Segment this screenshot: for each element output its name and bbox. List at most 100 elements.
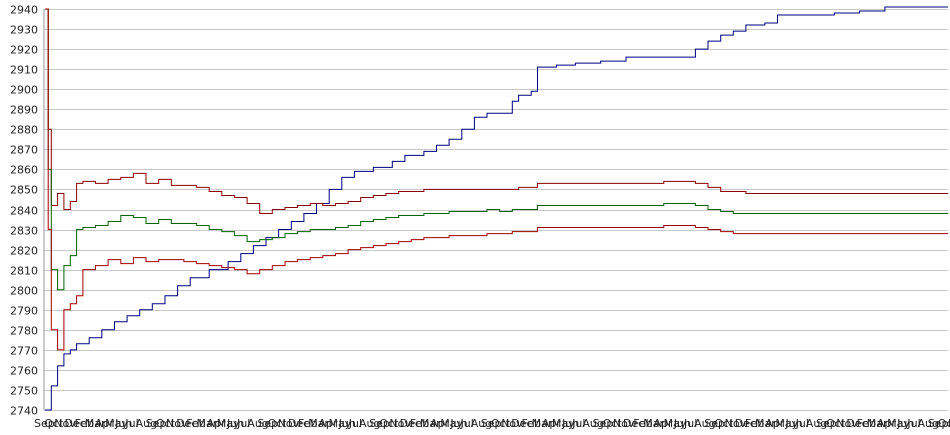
x-tick-label: Jun xyxy=(896,417,914,430)
y-tick-label: 2820 xyxy=(10,245,38,258)
x-tick-label: Mar xyxy=(643,417,664,430)
x-tick-label: Aug xyxy=(471,417,492,430)
x-tick-label: Mar xyxy=(308,417,329,430)
x-tick-label: Jul xyxy=(571,417,585,430)
x-tick-label: Aug xyxy=(359,417,380,430)
y-tick-label: 2800 xyxy=(10,285,38,298)
x-tick-label: Aug xyxy=(582,417,603,430)
x-tick-label: Jul xyxy=(795,417,809,430)
x-tick-label: May xyxy=(105,417,128,430)
x-tick-label: Apr xyxy=(318,417,338,430)
y-tick-label: 2770 xyxy=(10,345,38,358)
x-tick-label: Sep xyxy=(34,417,55,430)
x-tick-label: Nov xyxy=(613,417,635,430)
y-tick-label: 2870 xyxy=(10,144,38,157)
x-tick-label: Sep xyxy=(928,417,949,430)
x-tick-label: Nov xyxy=(725,417,747,430)
x-tick-label: Jul xyxy=(348,417,362,430)
x-tick-label: Nov xyxy=(389,417,411,430)
x-tick-label: Dec xyxy=(846,417,867,430)
x-tick-label: Sep xyxy=(257,417,278,430)
x-tick-label: May xyxy=(887,417,910,430)
series-line-3 xyxy=(45,8,948,291)
x-tick-label: Apr xyxy=(207,417,227,430)
x-tick-label: May xyxy=(440,417,463,430)
x-tick-label: Oct xyxy=(268,417,288,430)
x-tick-label: Dec xyxy=(176,417,197,430)
x-tick-label: Apr xyxy=(430,417,450,430)
x-tick-label: Nov xyxy=(54,417,76,430)
x-tick-label: Apr xyxy=(877,417,897,430)
x-tick-label: Dec xyxy=(65,417,86,430)
x-tick-label: Dec xyxy=(400,417,421,430)
x-tick-label: Apr xyxy=(95,417,115,430)
y-tick-label: 2810 xyxy=(10,265,38,278)
x-tick-label: Oct xyxy=(379,417,399,430)
x-tick-label: May xyxy=(329,417,352,430)
x-tick-label: Oct xyxy=(938,417,950,430)
series-line-1 xyxy=(45,6,948,411)
y-tick-label: 2860 xyxy=(10,164,38,177)
x-tick-label: Aug xyxy=(806,417,827,430)
x-tick-label: Dec xyxy=(288,417,309,430)
x-tick-label: Feb xyxy=(186,417,205,430)
x-tick-label: Mar xyxy=(867,417,888,430)
x-tick-label: Dec xyxy=(623,417,644,430)
x-tick-label: Sep xyxy=(369,417,390,430)
x-tick-label: Sep xyxy=(593,417,614,430)
y-tick-label: 2750 xyxy=(10,385,38,398)
x-tick-label: Mar xyxy=(85,417,106,430)
x-tick-label: Jul xyxy=(460,417,474,430)
x-tick-label: Feb xyxy=(410,417,429,430)
y-tick-label: 2910 xyxy=(10,64,38,77)
x-tick-label: Jun xyxy=(785,417,803,430)
x-tick-label: Mar xyxy=(532,417,553,430)
x-axis: SepOctNovDecFebMarAprMayJunJulAugSepOctN… xyxy=(34,417,950,430)
x-tick-label: Nov xyxy=(501,417,523,430)
x-tick-label: Aug xyxy=(694,417,715,430)
y-tick-label: 2840 xyxy=(10,205,38,218)
x-tick-label: Feb xyxy=(633,417,652,430)
x-tick-label: Oct xyxy=(826,417,846,430)
series-line-2 xyxy=(45,8,948,214)
y-axis: 2740 2750 2760 2770 2780 2790 2800 2810 2820 2830… xyxy=(10,4,38,418)
x-tick-label: Aug xyxy=(918,417,939,430)
y-tick-label: 2740 xyxy=(10,405,38,418)
x-tick-label: Oct xyxy=(714,417,734,430)
y-tick-label: 2890 xyxy=(10,104,38,117)
x-tick-label: May xyxy=(664,417,687,430)
x-tick-label: Nov xyxy=(836,417,858,430)
x-tick-label: Jun xyxy=(114,417,132,430)
x-tick-label: Jul xyxy=(124,417,138,430)
y-tick-label: 2850 xyxy=(10,184,38,197)
x-tick-label: Oct xyxy=(603,417,623,430)
x-tick-label: Apr xyxy=(542,417,562,430)
x-tick-label: Feb xyxy=(745,417,764,430)
x-tick-label: Dec xyxy=(511,417,532,430)
series-group xyxy=(45,6,948,411)
x-tick-label: Sep xyxy=(146,417,167,430)
x-tick-label: May xyxy=(217,417,240,430)
x-tick-label: Mar xyxy=(197,417,218,430)
x-tick-label: Dec xyxy=(735,417,756,430)
x-tick-label: Aug xyxy=(247,417,268,430)
x-tick-label: Feb xyxy=(857,417,876,430)
x-tick-label: Apr xyxy=(654,417,674,430)
x-tick-label: Nov xyxy=(166,417,188,430)
x-tick-label: Feb xyxy=(75,417,94,430)
x-tick-label: Jun xyxy=(561,417,579,430)
x-tick-label: Feb xyxy=(522,417,541,430)
x-tick-label: Jun xyxy=(449,417,467,430)
x-tick-label: Jun xyxy=(338,417,356,430)
x-tick-label: Jun xyxy=(226,417,244,430)
y-tick-label: 2880 xyxy=(10,124,38,137)
y-tick-label: 2940 xyxy=(10,4,38,17)
x-tick-label: Sep xyxy=(481,417,502,430)
x-tick-label: May xyxy=(552,417,575,430)
y-tick-label: 2790 xyxy=(10,305,38,318)
x-tick-label: Jul xyxy=(906,417,920,430)
x-tick-label: Jun xyxy=(673,417,691,430)
x-tick-label: Feb xyxy=(298,417,317,430)
series-line-4 xyxy=(45,8,948,351)
